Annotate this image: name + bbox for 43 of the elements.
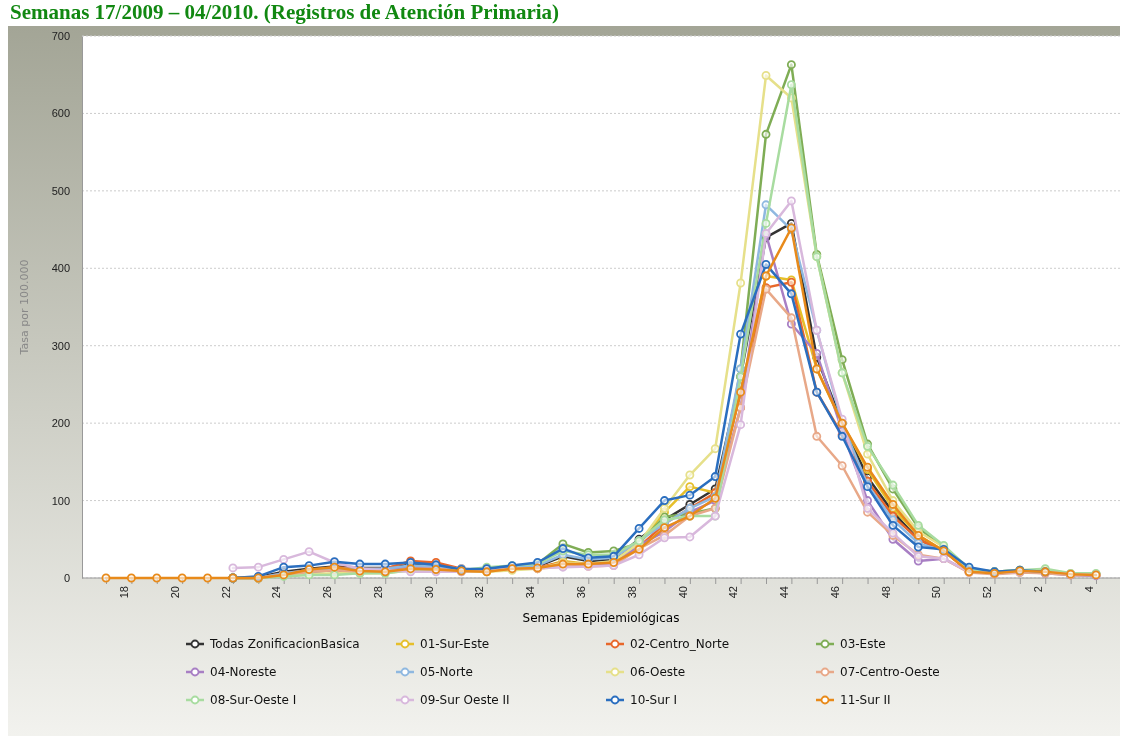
legend-label: 06-Oeste <box>630 665 686 679</box>
x-tick-label: 20 <box>168 586 181 599</box>
x-tick-label: 22 <box>219 586 232 599</box>
chart-title: Semanas 17/2009 – 04/2010. (Registros de Atención Primaria) <box>10 0 560 24</box>
x-tick-label: 30 <box>422 586 435 599</box>
legend-label: 01-Sur-Este <box>420 637 490 651</box>
legend-label: 04-Noreste <box>210 665 277 679</box>
x-tick-label: 2 <box>1031 586 1044 593</box>
legend-label: Todas ZonificacionBasica <box>209 637 360 651</box>
y-tick-label: 100 <box>51 494 70 507</box>
y-tick-label: 700 <box>51 30 70 43</box>
legend-label: 02-Centro_Norte <box>630 637 730 651</box>
x-tick-label: 44 <box>778 586 791 599</box>
y-tick-label: 200 <box>51 417 70 430</box>
legend-label: 11-Sur II <box>840 693 891 707</box>
x-tick-label: 26 <box>321 586 334 599</box>
y-tick-label: 300 <box>51 339 70 352</box>
x-tick-label: 50 <box>930 586 943 599</box>
y-tick-label: 600 <box>51 107 70 120</box>
x-tick-label: 18 <box>118 586 131 599</box>
x-tick-label: 24 <box>270 586 283 599</box>
x-tick-label: 48 <box>879 586 892 599</box>
x-tick-label: 36 <box>574 586 587 599</box>
legend-label: 03-Este <box>840 637 886 651</box>
x-tick-label: 38 <box>625 586 638 599</box>
legend-label: 09-Sur Oeste II <box>420 693 510 707</box>
x-tick-label: 32 <box>473 586 486 599</box>
x-tick-label: 46 <box>828 586 841 599</box>
x-tick-label: 34 <box>524 586 537 599</box>
x-tick-label: 42 <box>727 586 740 599</box>
x-tick-label: 4 <box>1082 586 1095 593</box>
legend-label: 05-Norte <box>420 665 473 679</box>
y-axis-title: Tasa por 100.000 <box>18 259 31 356</box>
legend-label: 10-Sur I <box>630 693 678 707</box>
y-tick-label: 500 <box>51 184 70 197</box>
x-tick-label: 52 <box>981 586 994 599</box>
legend-label: 08-Sur-Oeste I <box>210 693 297 707</box>
y-tick-label: 0 <box>63 572 70 585</box>
x-tick-label: 40 <box>676 586 689 599</box>
x-tick-label: 28 <box>371 586 384 599</box>
x-axis-title: Semanas Epidemiológicas <box>522 611 680 625</box>
legend-label: 07-Centro-Oeste <box>840 665 940 679</box>
y-tick-label: 400 <box>51 262 70 275</box>
